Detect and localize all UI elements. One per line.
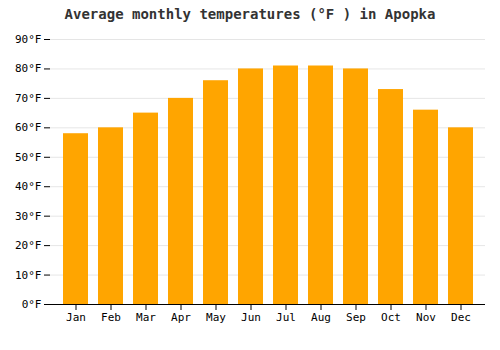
svg-text:30°F: 30°F: [15, 210, 42, 223]
svg-text:90°F: 90°F: [15, 33, 42, 46]
svg-text:0°F: 0°F: [22, 298, 42, 311]
svg-text:Oct: Oct: [381, 311, 401, 324]
svg-text:Feb: Feb: [101, 311, 121, 324]
svg-text:40°F: 40°F: [15, 180, 42, 193]
svg-text:Aug: Aug: [311, 311, 331, 324]
svg-text:80°F: 80°F: [15, 62, 42, 75]
svg-text:20°F: 20°F: [15, 239, 42, 252]
svg-text:Jul: Jul: [276, 311, 296, 324]
svg-text:Jan: Jan: [66, 311, 86, 324]
svg-text:Mar: Mar: [136, 311, 156, 324]
html-text:Average monthly temperatures (: Average monthly temperatures (°F ) in Ap…: [64, 6, 436, 22]
svg-text:Dec: Dec: [451, 311, 471, 324]
svg-text:70°F: 70°F: [15, 92, 42, 105]
svg-text:50°F: 50°F: [15, 151, 42, 164]
svg-text:May: May: [206, 311, 226, 324]
svg-text:Jun: Jun: [241, 311, 261, 324]
svg-text:10°F: 10°F: [15, 269, 42, 282]
svg-text:Apr: Apr: [171, 311, 191, 324]
svg-text:60°F: 60°F: [15, 121, 42, 134]
svg-text:Sep: Sep: [346, 311, 366, 324]
svg-text:Nov: Nov: [416, 311, 436, 324]
